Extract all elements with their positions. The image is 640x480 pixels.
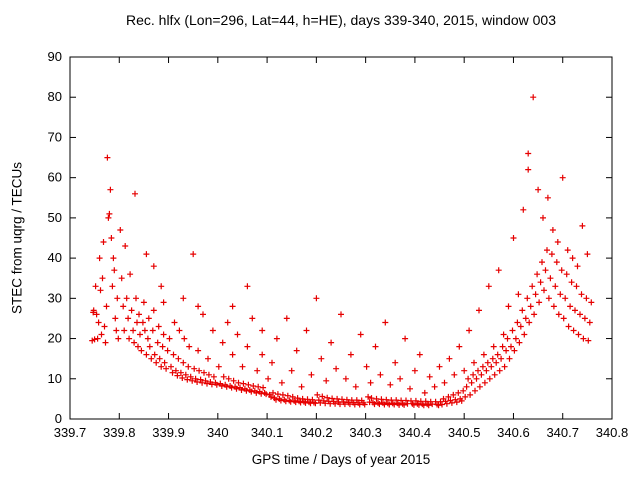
x-axis-label: GPS time / Days of year 2015 bbox=[251, 452, 431, 467]
x-tick-label: 340.3 bbox=[349, 425, 382, 440]
plot-border bbox=[69, 56, 613, 420]
x-tick-label: 340.2 bbox=[300, 425, 333, 440]
x-tick-label: 340.5 bbox=[448, 425, 481, 440]
data-points bbox=[89, 94, 595, 409]
x-tick-label: 340.7 bbox=[546, 425, 579, 440]
x-tick-label: 339.8 bbox=[103, 425, 136, 440]
y-tick-label: 80 bbox=[48, 89, 62, 104]
y-tick-label: 40 bbox=[48, 250, 62, 265]
y-tick-label: 70 bbox=[48, 129, 62, 144]
y-tick-label: 30 bbox=[48, 290, 62, 305]
y-tick-label: 10 bbox=[48, 371, 62, 386]
y-tick-label: 20 bbox=[48, 331, 62, 346]
x-tick-label: 340.4 bbox=[399, 425, 432, 440]
y-tick-label: 90 bbox=[48, 49, 62, 64]
chart-title: Rec. hlfx (Lon=296, Lat=44, h=HE), days … bbox=[125, 12, 556, 28]
x-tick-label: 340 bbox=[207, 425, 229, 440]
y-tick-label: 60 bbox=[48, 170, 62, 185]
y-tick-label: 50 bbox=[48, 210, 62, 225]
x-tick-label: 340.6 bbox=[497, 425, 530, 440]
x-tick-label: 340.8 bbox=[596, 425, 629, 440]
x-tick-label: 340.1 bbox=[251, 425, 284, 440]
y-tick-label: 0 bbox=[55, 411, 62, 426]
x-tick-label: 339.9 bbox=[152, 425, 185, 440]
x-tick-label: 339.7 bbox=[54, 425, 87, 440]
